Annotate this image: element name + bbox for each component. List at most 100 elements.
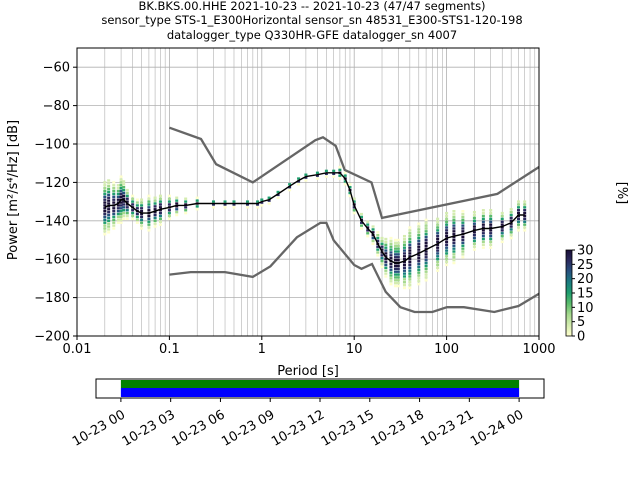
histogram-cell (324, 175, 328, 178)
histogram-cell (396, 267, 400, 270)
histogram-cell (107, 187, 111, 191)
histogram-cell (417, 254, 421, 257)
histogram-cell (371, 236, 375, 240)
histogram-cell (135, 198, 139, 201)
histogram-cell (256, 203, 260, 206)
histogram-cell (107, 190, 111, 194)
histogram-cell (116, 186, 120, 190)
histogram-cell (122, 183, 126, 186)
histogram-cell (125, 194, 129, 198)
histogram-cell (472, 242, 476, 246)
histogram-cell (481, 214, 485, 218)
histogram-cell (297, 180, 301, 183)
timeline-tick-label: 10-23 21 (418, 407, 476, 449)
histogram-cell (424, 258, 428, 262)
histogram-cell (396, 247, 400, 250)
histogram-cell (436, 255, 440, 258)
histogram-cell (523, 200, 527, 203)
histogram-cell (402, 246, 406, 249)
histogram-cell (376, 236, 380, 240)
histogram-cell (436, 258, 440, 261)
histogram-cell (481, 232, 485, 235)
y-tick-label: −120 (34, 176, 70, 191)
histogram-cell (107, 208, 111, 211)
histogram-cell (223, 206, 227, 209)
histogram-cell (119, 221, 123, 224)
histogram-cell (131, 214, 135, 218)
histogram-cell (140, 224, 144, 227)
histogram-cell (408, 255, 412, 258)
histogram-cell (461, 247, 465, 250)
histogram-cell (343, 183, 347, 186)
histogram-cell (396, 276, 400, 279)
histogram-cell (304, 176, 308, 179)
histogram-cell (389, 251, 393, 254)
histogram-cell (424, 244, 428, 247)
histogram-cell (424, 238, 428, 242)
histogram-cell (324, 172, 328, 175)
histogram-cell (153, 205, 157, 208)
histogram-cell (389, 277, 393, 280)
histogram-cell (445, 211, 449, 215)
histogram-cell (408, 260, 412, 264)
histogram-cell (103, 210, 107, 213)
histogram-cell (436, 266, 440, 270)
histogram-cell (276, 190, 280, 194)
histogram-cell (366, 232, 370, 235)
histogram-cell (135, 218, 139, 222)
histogram-cell (147, 197, 151, 200)
y-tick-label: −180 (34, 291, 70, 306)
histogram-cell (122, 191, 126, 195)
histogram-cell (394, 247, 398, 250)
histogram-cell (396, 284, 400, 288)
histogram-cell (140, 218, 144, 222)
histogram-cell (223, 203, 227, 206)
histogram-cell (402, 283, 406, 287)
histogram-cell (509, 210, 513, 214)
histogram-cell (103, 233, 107, 236)
histogram-cell (245, 206, 249, 209)
histogram-cell (461, 230, 465, 233)
histogram-cell (380, 245, 384, 248)
histogram-cell (131, 211, 135, 215)
histogram-cell (396, 241, 400, 245)
histogram-cell (509, 216, 513, 220)
histogram-cell (125, 217, 129, 221)
histogram-cell (517, 226, 521, 229)
histogram-cell (509, 228, 513, 231)
histogram-cell (394, 282, 398, 285)
histogram-cell (167, 203, 171, 206)
histogram-cell (489, 240, 493, 244)
histogram-cell (500, 234, 504, 238)
histogram-cell (417, 242, 421, 246)
histogram-cell (452, 258, 456, 262)
histogram-cell (103, 204, 107, 207)
histogram-cell (408, 232, 412, 235)
histogram-cell (119, 181, 123, 184)
histogram-cell (343, 171, 347, 174)
histogram-cell (445, 229, 449, 232)
histogram-cell (125, 206, 129, 209)
histogram-cell (147, 226, 151, 229)
histogram-cell (461, 238, 465, 242)
histogram-cell (371, 242, 375, 246)
histogram-cell (360, 221, 364, 224)
histogram-cell (167, 209, 171, 212)
histogram-cell (417, 234, 421, 237)
histogram-cell (131, 197, 135, 200)
histogram-cell (260, 201, 264, 204)
histogram-cell (402, 240, 406, 244)
histogram-cell (517, 200, 521, 203)
histogram-cell (452, 224, 456, 227)
histogram-cell (481, 209, 485, 212)
histogram-cell (389, 248, 393, 251)
histogram-cell (445, 252, 449, 255)
histogram-cell (107, 202, 111, 205)
histogram-cell (380, 239, 384, 243)
histogram-cell (402, 258, 406, 261)
histogram-cell (417, 280, 421, 283)
histogram-cell (125, 203, 129, 206)
histogram-cell (461, 244, 465, 247)
histogram-cell (445, 223, 449, 226)
histogram-cell (396, 282, 400, 285)
